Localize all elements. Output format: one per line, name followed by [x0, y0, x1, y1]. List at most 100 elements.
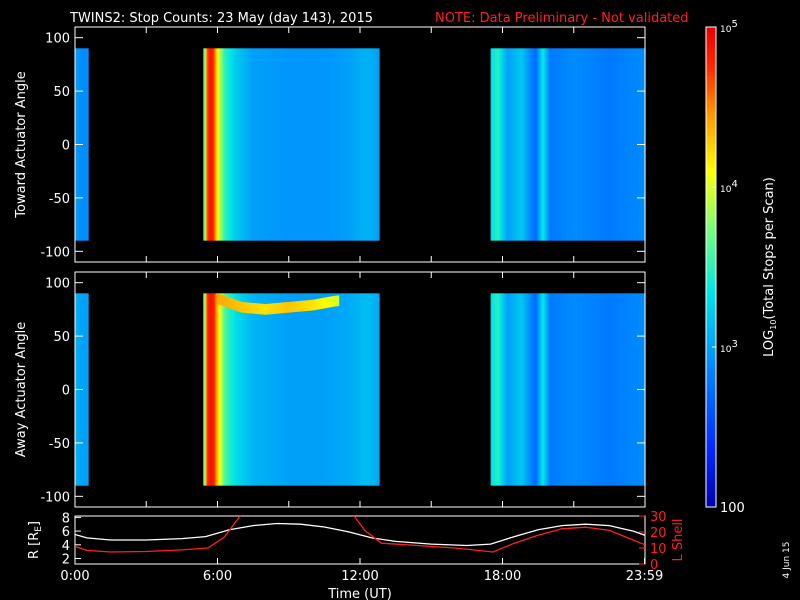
heatmap-column: [520, 48, 523, 241]
heatmap-column: [247, 48, 249, 241]
heatmap-column: [603, 48, 606, 241]
heatmap-column: [262, 48, 265, 241]
heatmap-column: [376, 48, 379, 241]
heatmap-column: [316, 48, 318, 241]
heatmap-column: [228, 48, 230, 241]
heatmap-column: [325, 293, 328, 486]
heatmap-column: [270, 48, 273, 241]
heatmap-column: [616, 293, 619, 486]
lshell-axis-label: L Shell: [671, 518, 686, 561]
heatmap-column: [358, 293, 361, 486]
heatmap-column: [256, 293, 259, 486]
heatmap-column: [242, 293, 245, 486]
heatmap-column: [521, 293, 524, 486]
heatmap-column: [370, 293, 373, 486]
colorbar-cell: [706, 123, 716, 128]
heatmap-column: [506, 293, 508, 486]
heatmap-column: [326, 293, 329, 486]
heatmap-column: [553, 48, 556, 241]
colorbar-cell: [706, 371, 716, 376]
heatmap-column: [623, 48, 626, 241]
heatmap-column: [528, 48, 531, 241]
heatmap-column: [498, 293, 501, 486]
heatmap-column: [544, 293, 546, 486]
heatmap-column: [551, 293, 553, 486]
heatmap-column: [221, 293, 223, 486]
colorbar-cell: [706, 255, 716, 260]
heatmap-column: [570, 293, 572, 486]
colorbar-cell: [706, 35, 716, 40]
heatmap-column: [342, 293, 344, 486]
heatmap-column: [597, 293, 600, 486]
heatmap-column: [85, 293, 88, 486]
heatmap-column: [205, 48, 208, 241]
colorbar-cell: [706, 267, 716, 272]
heatmap-column: [523, 293, 526, 486]
heatmap-column: [583, 293, 586, 486]
heatmap-column: [490, 293, 493, 486]
heatmap-column: [278, 48, 280, 241]
heatmap-column: [608, 293, 610, 486]
colorbar-cell: [706, 95, 716, 100]
heatmap-column: [528, 293, 531, 486]
heatmap-column: [286, 293, 289, 486]
heatmap-column: [611, 293, 614, 486]
colorbar-cell: [706, 219, 716, 224]
heatmap-column: [569, 48, 571, 241]
hot-band-cell: [265, 303, 268, 315]
colorbar-cell: [706, 67, 716, 72]
colorbar-cell: [706, 87, 716, 92]
figure-title: TWINS2: Stop Counts: 23 May (day 143), 2…: [69, 11, 373, 26]
heatmap-column: [275, 293, 278, 486]
colorbar-cell: [706, 319, 716, 324]
y-tick-label: 50: [53, 85, 70, 100]
y-tick-label: 100: [45, 32, 70, 47]
hot-band-cell: [305, 300, 309, 311]
colorbar-cell: [706, 407, 716, 412]
colorbar-cell: [706, 307, 716, 312]
heatmap-column: [561, 48, 564, 241]
heatmap-column: [316, 293, 318, 486]
heatmap-column: [502, 48, 505, 241]
heatmap-column: [323, 293, 325, 486]
heatmap-column: [294, 293, 297, 486]
hot-band-cell: [246, 302, 249, 314]
heatmap-column: [310, 48, 312, 241]
heatmap-column: [364, 48, 367, 241]
heatmap-column: [515, 48, 518, 241]
colorbar-cell: [706, 179, 716, 184]
colorbar-cell: [706, 183, 716, 188]
colorbar-cell: [706, 43, 716, 48]
heatmap-column: [551, 48, 553, 241]
heatmap-column: [215, 293, 217, 486]
heatmap-column: [229, 293, 232, 486]
colorbar-cell: [706, 435, 716, 440]
heatmap-column: [288, 293, 291, 486]
colorbar-cell: [706, 27, 716, 32]
heatmap-column: [517, 48, 520, 241]
hot-band-cell: [295, 301, 299, 312]
colorbar-cell: [706, 171, 716, 176]
colorbar-tick-label: 100: [720, 501, 745, 516]
heatmap-column: [571, 293, 574, 486]
hot-band-cell: [298, 300, 302, 312]
heatmap-column: [491, 48, 494, 241]
heatmap-column: [265, 293, 267, 486]
heatmap-column: [497, 293, 500, 486]
heatmap-column: [250, 293, 253, 486]
heatmap-column: [597, 48, 600, 241]
heatmap-column: [544, 48, 546, 241]
y-tick-label: 50: [53, 330, 70, 345]
hot-band-cell: [224, 296, 228, 308]
heatmap-column: [83, 48, 86, 241]
heatmap-column: [268, 293, 271, 486]
heatmap-column: [618, 293, 621, 486]
colorbar-cell: [706, 447, 716, 452]
heatmap-column: [368, 48, 371, 241]
heatmap-column: [565, 48, 568, 241]
heatmap-column: [588, 293, 590, 486]
heatmap-column: [228, 293, 230, 486]
heatmap-column: [203, 293, 206, 486]
heatmap-column: [267, 48, 270, 241]
